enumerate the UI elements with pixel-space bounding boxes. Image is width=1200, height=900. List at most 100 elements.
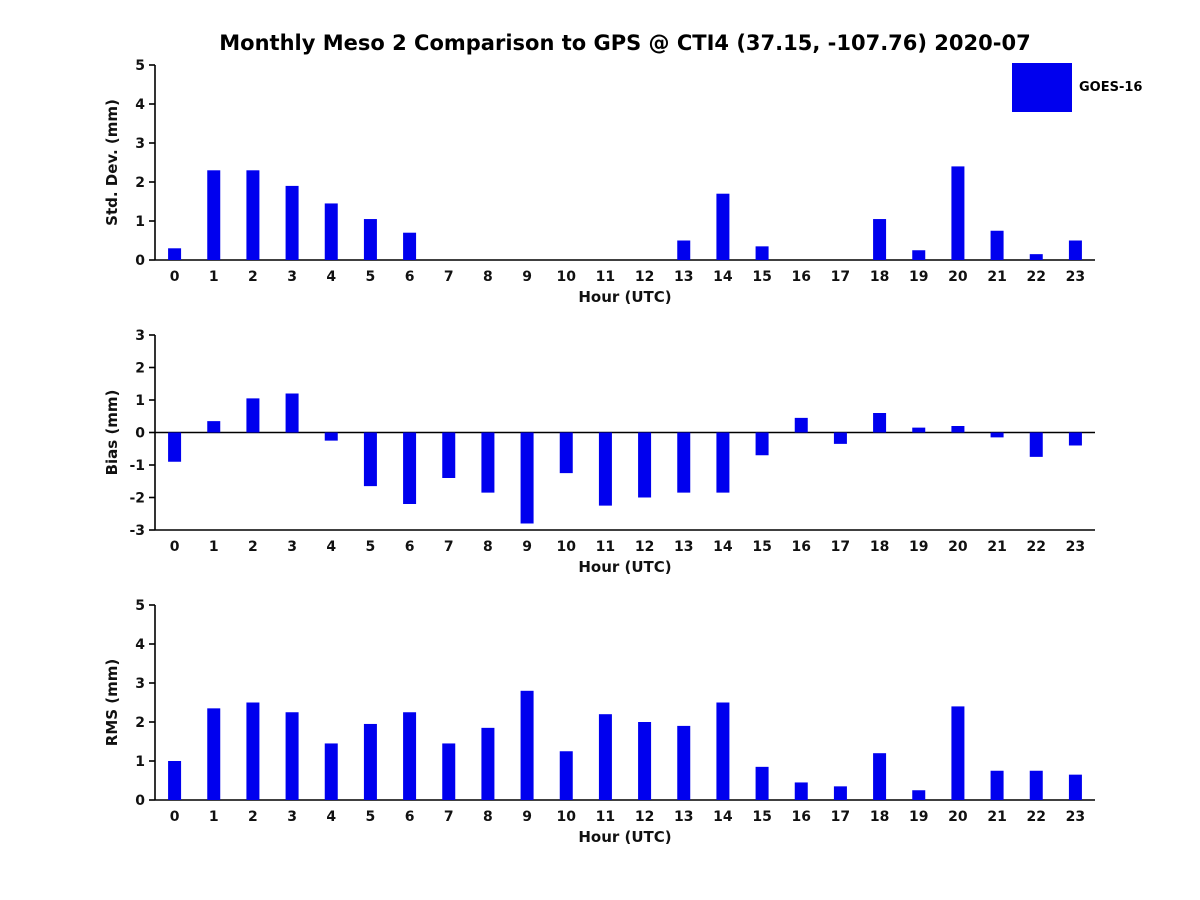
bar-hour-9	[520, 432, 534, 524]
y-axis-label: RMS (mm)	[103, 659, 121, 746]
x-tick-label: 18	[870, 539, 889, 555]
bar-hour-21	[990, 230, 1004, 260]
bar-hour-20	[951, 426, 965, 433]
x-tick-label: 12	[635, 269, 654, 285]
x-tick-label: 18	[870, 809, 889, 825]
x-tick-label: 22	[1027, 269, 1046, 285]
x-tick-label: 18	[870, 269, 889, 285]
y-tick-label: 3	[135, 328, 145, 344]
x-tick-label: 21	[987, 269, 1006, 285]
legend-swatch-goes16	[1012, 63, 1072, 112]
bar-hour-3	[285, 393, 299, 433]
bar-hour-17	[833, 786, 847, 800]
x-tick-label: 15	[752, 269, 771, 285]
bar-hour-13	[677, 725, 691, 800]
x-tick-label: 23	[1066, 539, 1085, 555]
bar-hour-18	[873, 219, 887, 260]
x-tick-label: 14	[713, 269, 733, 285]
x-tick-label: 6	[405, 539, 415, 555]
x-tick-label: 2	[248, 539, 258, 555]
bar-hour-0	[168, 248, 182, 260]
y-tick-label: -1	[129, 458, 145, 474]
y-tick-label: 2	[135, 715, 145, 731]
x-axis-label: Hour (UTC)	[578, 558, 671, 576]
x-tick-label: 16	[792, 269, 811, 285]
x-tick-label: 8	[483, 269, 493, 285]
x-tick-label: 15	[752, 809, 771, 825]
bar-hour-22	[1029, 770, 1043, 800]
legend-series-label: GOES-16	[1079, 80, 1143, 95]
x-tick-label: 19	[909, 539, 928, 555]
x-tick-label: 13	[674, 269, 693, 285]
x-tick-label: 19	[909, 809, 928, 825]
bar-hour-18	[873, 753, 887, 800]
y-tick-label: 1	[135, 214, 145, 230]
x-tick-label: 12	[635, 809, 654, 825]
x-tick-label: 11	[596, 269, 615, 285]
bar-hour-6	[403, 232, 417, 260]
x-tick-label: 9	[522, 539, 532, 555]
bar-hour-19	[912, 790, 926, 800]
y-axis-label: Bias (mm)	[103, 390, 121, 476]
bar-hour-20	[951, 706, 965, 800]
bar-hour-16	[794, 417, 808, 433]
bar-hour-12	[638, 432, 652, 498]
x-tick-label: 10	[557, 809, 577, 825]
chart-title: Monthly Meso 2 Comparison to GPS @ CTI4 …	[219, 31, 1031, 55]
x-tick-label: 4	[326, 539, 336, 555]
bar-hour-11	[598, 432, 612, 506]
x-tick-label: 8	[483, 539, 493, 555]
x-tick-label: 3	[287, 269, 297, 285]
bar-hour-13	[677, 240, 691, 260]
x-tick-label: 5	[366, 539, 376, 555]
x-tick-label: 0	[170, 539, 180, 555]
x-tick-label: 17	[831, 539, 850, 555]
bar-hour-11	[598, 714, 612, 800]
x-tick-label: 4	[326, 809, 336, 825]
x-tick-label: 2	[248, 809, 258, 825]
x-tick-label: 1	[209, 809, 219, 825]
bar-hour-7	[442, 743, 456, 800]
x-tick-label: 1	[209, 269, 219, 285]
y-tick-label: -2	[129, 491, 145, 507]
x-tick-label: 16	[792, 809, 811, 825]
x-tick-label: 23	[1066, 269, 1085, 285]
bar-hour-15	[755, 766, 769, 800]
x-tick-label: 20	[948, 809, 968, 825]
y-tick-label: 1	[135, 754, 145, 770]
y-tick-label: 5	[135, 598, 145, 614]
bar-hour-4	[324, 743, 338, 800]
x-tick-label: 10	[557, 539, 577, 555]
x-tick-label: 7	[444, 269, 454, 285]
x-tick-label: 14	[713, 539, 733, 555]
bar-hour-5	[363, 432, 377, 487]
bar-hour-18	[873, 413, 887, 433]
bar-hour-10	[559, 751, 573, 800]
bar-hour-14	[716, 702, 730, 800]
x-tick-label: 20	[948, 539, 968, 555]
bar-hour-21	[990, 432, 1004, 438]
x-tick-label: 4	[326, 269, 336, 285]
y-tick-label: 0	[135, 426, 145, 442]
bar-hour-6	[403, 432, 417, 504]
bar-hour-5	[363, 723, 377, 800]
bar-hour-0	[168, 761, 182, 800]
x-tick-label: 17	[831, 269, 850, 285]
x-tick-label: 1	[209, 539, 219, 555]
bar-hour-13	[677, 432, 691, 493]
bar-hour-17	[833, 432, 847, 444]
x-tick-label: 21	[987, 809, 1006, 825]
x-tick-label: 7	[444, 539, 454, 555]
y-tick-label: 2	[135, 361, 145, 377]
x-tick-label: 15	[752, 539, 771, 555]
x-axis-label: Hour (UTC)	[578, 288, 671, 306]
x-tick-label: 20	[948, 269, 968, 285]
x-tick-label: 21	[987, 539, 1006, 555]
bar-hour-3	[285, 185, 299, 260]
bar-hour-5	[363, 219, 377, 260]
bar-hour-22	[1029, 254, 1043, 260]
x-tick-label: 8	[483, 809, 493, 825]
bar-hour-23	[1068, 432, 1082, 446]
